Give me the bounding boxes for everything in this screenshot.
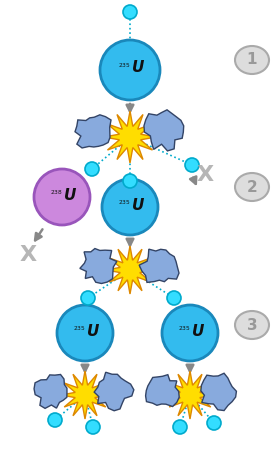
Polygon shape bbox=[106, 246, 154, 294]
Text: U: U bbox=[64, 187, 76, 202]
Circle shape bbox=[81, 291, 95, 305]
Polygon shape bbox=[166, 371, 214, 419]
Circle shape bbox=[102, 179, 158, 235]
Text: U: U bbox=[132, 61, 144, 76]
Text: 1: 1 bbox=[247, 52, 257, 67]
Circle shape bbox=[123, 5, 137, 19]
Circle shape bbox=[173, 420, 187, 434]
Polygon shape bbox=[80, 248, 117, 283]
Circle shape bbox=[162, 305, 218, 361]
Text: $^{238}$: $^{238}$ bbox=[49, 189, 63, 198]
Circle shape bbox=[48, 413, 62, 427]
Text: U: U bbox=[132, 197, 144, 212]
Text: 3: 3 bbox=[247, 318, 257, 333]
Ellipse shape bbox=[235, 173, 269, 201]
Polygon shape bbox=[139, 249, 179, 283]
Ellipse shape bbox=[235, 311, 269, 339]
Circle shape bbox=[185, 158, 199, 172]
Polygon shape bbox=[75, 115, 111, 148]
Circle shape bbox=[57, 305, 113, 361]
Circle shape bbox=[34, 169, 90, 225]
Ellipse shape bbox=[235, 46, 269, 74]
Polygon shape bbox=[146, 374, 179, 406]
Circle shape bbox=[85, 162, 99, 176]
Circle shape bbox=[123, 174, 137, 188]
Text: X: X bbox=[197, 165, 214, 185]
Polygon shape bbox=[201, 373, 236, 410]
Text: X: X bbox=[19, 245, 37, 265]
Circle shape bbox=[86, 420, 100, 434]
Polygon shape bbox=[34, 374, 67, 409]
Circle shape bbox=[100, 40, 160, 100]
Text: U: U bbox=[192, 324, 204, 339]
Polygon shape bbox=[104, 111, 156, 163]
Polygon shape bbox=[94, 372, 134, 411]
Text: $^{235}$: $^{235}$ bbox=[118, 199, 130, 208]
Text: $^{235}$: $^{235}$ bbox=[178, 325, 190, 334]
Polygon shape bbox=[61, 371, 109, 419]
Text: $^{235}$: $^{235}$ bbox=[118, 62, 130, 71]
Circle shape bbox=[207, 416, 221, 430]
Polygon shape bbox=[144, 110, 184, 151]
Text: $^{235}$: $^{235}$ bbox=[73, 325, 85, 334]
Text: U: U bbox=[87, 324, 99, 339]
Circle shape bbox=[167, 291, 181, 305]
Text: 2: 2 bbox=[247, 180, 257, 194]
